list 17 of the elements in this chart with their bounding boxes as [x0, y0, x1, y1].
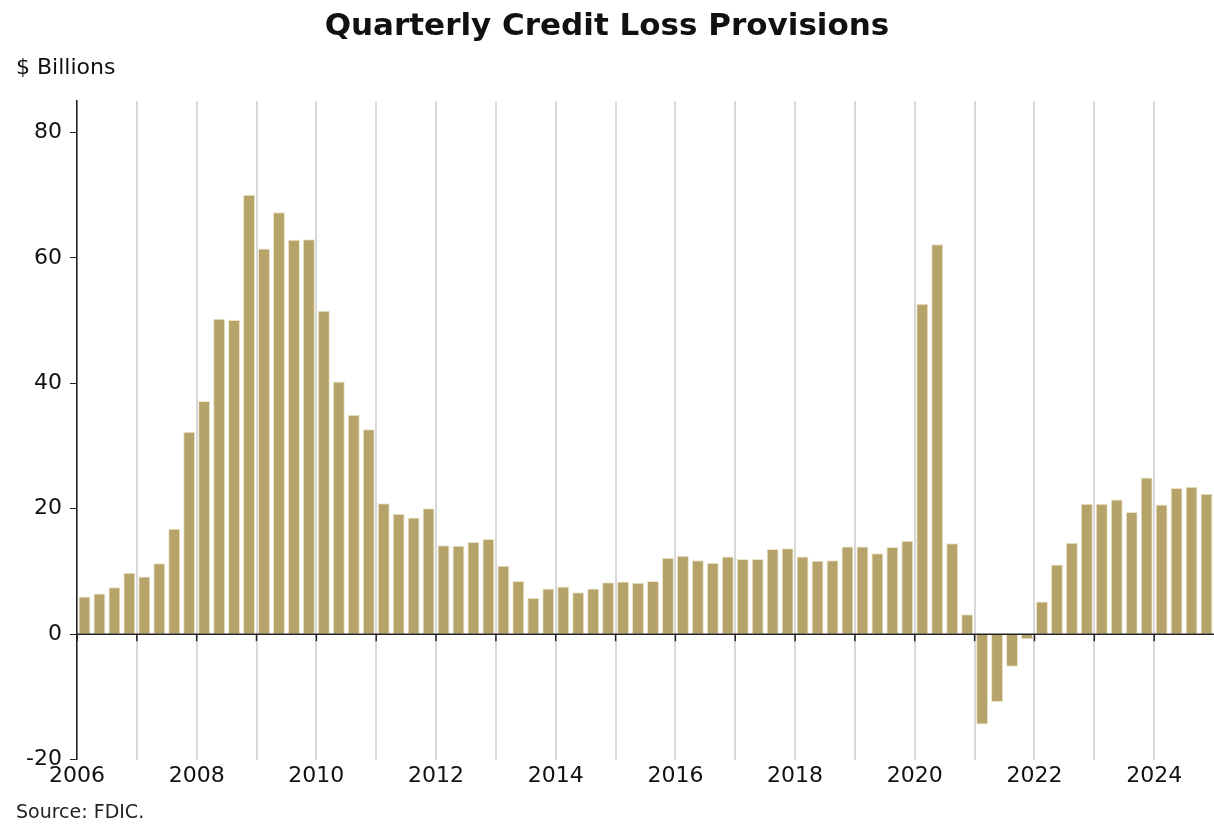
y-tick-label: 80 — [34, 118, 62, 144]
x-tick-label: 2014 — [527, 761, 584, 787]
x-tick-label: 2024 — [1126, 761, 1183, 787]
chart-title: Quarterly Credit Loss Provisions — [323, 6, 891, 42]
x-tick-label: 2010 — [288, 761, 345, 787]
y-axis-title: $ Billions — [16, 54, 116, 79]
x-tick-label: 2012 — [408, 761, 465, 787]
x-tick-label: 2008 — [168, 761, 225, 787]
y-tick-label: 40 — [34, 369, 62, 395]
x-tick-label: 2020 — [886, 761, 943, 787]
x-tick-label: 2016 — [647, 761, 704, 787]
y-tick-label: 20 — [34, 494, 62, 520]
source-note: Source: FDIC. — [16, 800, 145, 822]
x-tick-label: 2018 — [767, 761, 824, 787]
x-tick-label: 2022 — [1006, 761, 1063, 787]
y-tick-label: 0 — [48, 619, 62, 645]
y-tick-label: 60 — [34, 243, 62, 269]
